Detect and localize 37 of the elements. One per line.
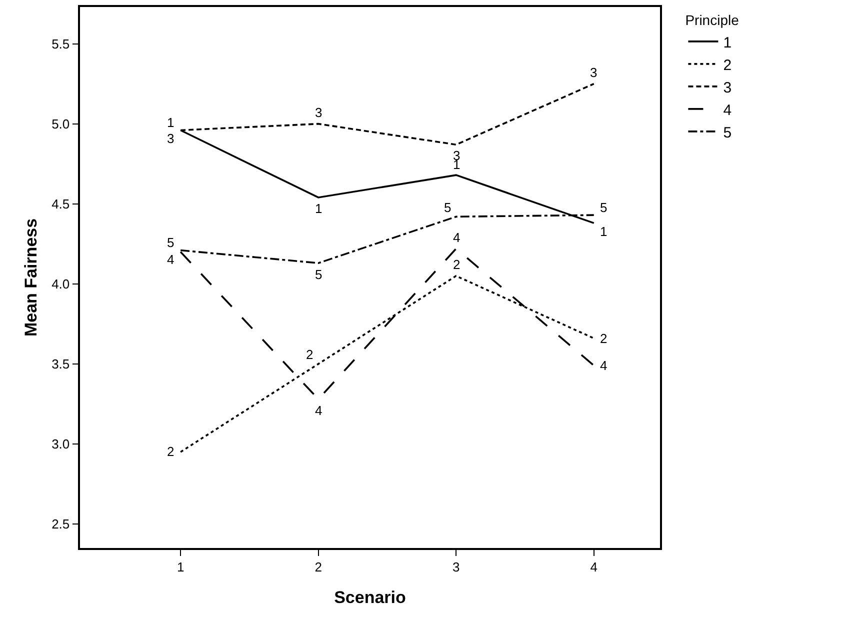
text: 1 — [600, 224, 608, 239]
legend-label: 4 — [723, 102, 732, 119]
y-tick-label: 4.5 — [52, 196, 70, 212]
legend-label: 3 — [723, 79, 732, 96]
text: 3 — [167, 131, 174, 146]
x-tick-label: 3 — [452, 559, 460, 574]
text: 4 — [600, 358, 608, 373]
text: 2 — [306, 347, 314, 362]
x-axis-title: Scenario — [334, 588, 406, 608]
text: 4 — [315, 403, 322, 418]
x-tick-label: 2 — [314, 559, 322, 574]
x-tick-label: 4 — [590, 559, 598, 574]
text: 3 — [590, 65, 598, 80]
text: 5 — [315, 267, 322, 282]
legend-label: 1 — [723, 34, 732, 52]
legend-label: 2 — [723, 56, 732, 74]
text: 5 — [444, 200, 452, 215]
legend-title: Principle — [685, 12, 740, 28]
text: 2 — [453, 257, 460, 272]
y-tick-label: 4.0 — [52, 276, 70, 292]
text: 1 — [315, 201, 322, 216]
legend-label: 5 — [723, 124, 732, 142]
y-tick-label: 3.0 — [52, 436, 70, 452]
y-tick-label: 2.5 — [52, 516, 70, 532]
y-tick-label: 5.5 — [52, 36, 70, 52]
y-tick-label: 3.5 — [52, 356, 70, 372]
text: 1 — [167, 115, 174, 130]
text: 2 — [167, 444, 174, 459]
text: 5 — [600, 200, 608, 215]
text: 5 — [167, 235, 174, 250]
x-tick-label: 1 — [176, 559, 184, 574]
y-tick-label: 5.0 — [52, 116, 70, 132]
text: 2 — [600, 331, 608, 346]
y-axis-title: Mean Fairness — [22, 218, 41, 337]
text: 4 — [167, 252, 174, 267]
text: 3 — [315, 105, 322, 120]
text: 4 — [453, 230, 460, 245]
